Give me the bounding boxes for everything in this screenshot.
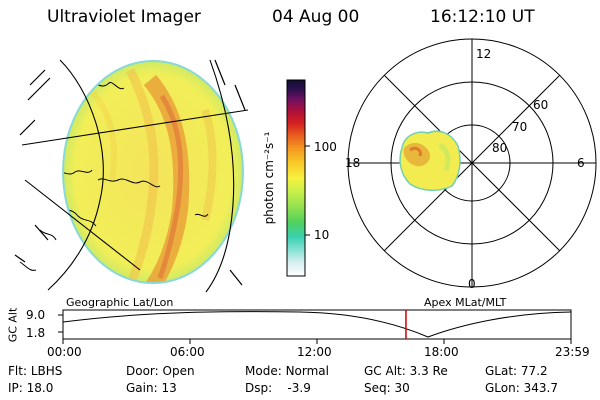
- polar-aurora-blob: [399, 130, 461, 191]
- info-gc-alt: GC Alt: 3.3 Re: [364, 364, 448, 378]
- info-glat: GLat: 77.2: [485, 364, 548, 378]
- mlt-label-0: 0: [468, 277, 476, 291]
- image-date: 04 Aug 00: [272, 7, 360, 27]
- info-ip: IP: 18.0: [8, 381, 54, 395]
- time-tick-0000: 00:00: [47, 345, 82, 359]
- instrument-title: Ultraviolet Imager: [47, 7, 201, 27]
- info-filter: Flt: LBHS: [8, 364, 63, 378]
- time-tick-0600: 06:00: [170, 345, 205, 359]
- time-tick-1800: 18:00: [424, 345, 459, 359]
- info-dsp: Dsp: -3.9: [245, 381, 311, 395]
- mlt-label-12: 12: [476, 47, 492, 61]
- uv-disk-image: [14, 59, 249, 293]
- colorbar-label-10: 10: [314, 228, 330, 242]
- time-tick-2359: 23:59: [555, 345, 590, 359]
- image-time: 16:12:10 UT: [430, 7, 535, 27]
- mlt-label-6: 6: [577, 156, 585, 170]
- mlat-label-80: 80: [492, 141, 508, 155]
- colorbar-unit-label: photon cm⁻²s⁻¹: [262, 131, 276, 225]
- colorbar: [286, 79, 310, 277]
- info-seq: Seq: 30: [364, 381, 410, 395]
- info-gain: Gain: 13: [126, 381, 177, 395]
- colorbar-label-100: 100: [314, 140, 337, 154]
- polar-plot: [347, 38, 597, 288]
- geographic-projection-label: Geographic Lat/Lon: [66, 296, 174, 309]
- altitude-tick-low: 1.8: [26, 326, 46, 340]
- altitude-curve: [62, 311, 572, 338]
- mlat-label-70: 70: [512, 120, 528, 134]
- info-mode: Mode: Normal: [245, 364, 329, 378]
- info-door: Door: Open: [126, 364, 195, 378]
- time-tick-1200: 12:00: [297, 345, 332, 359]
- apex-projection-label: Apex MLat/MLT: [424, 296, 507, 309]
- altitude-axis-label: GC Alt: [6, 307, 20, 343]
- info-glon: GLon: 343.7: [485, 381, 558, 395]
- altitude-plot: [58, 309, 572, 344]
- altitude-tick-high: 9.0: [26, 308, 46, 322]
- mlat-label-60: 60: [533, 98, 549, 112]
- mlt-label-18: 18: [345, 156, 361, 170]
